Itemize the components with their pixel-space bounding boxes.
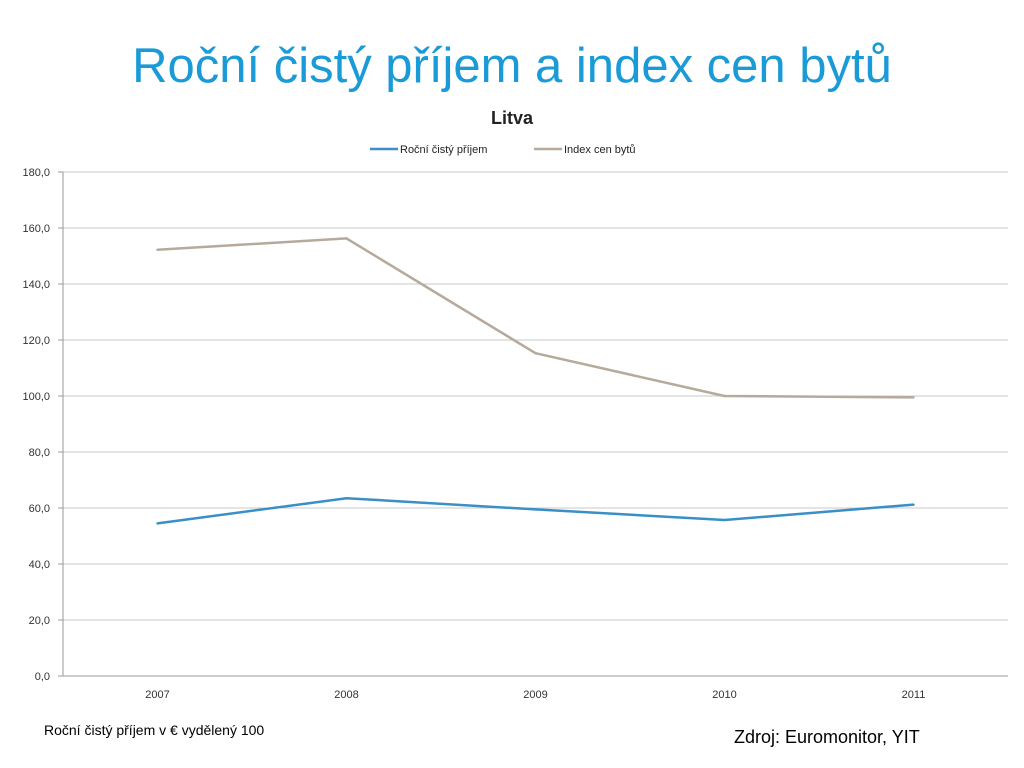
y-tick-label: 140,0 <box>22 279 50 291</box>
footnote: Roční čistý příjem v € vydělený 100 <box>44 722 265 738</box>
series-line-1 <box>157 496 914 525</box>
data-point-s2-2007 <box>156 248 159 252</box>
data-point-s2-2011 <box>912 396 915 399</box>
data-point-s1-2010 <box>723 518 726 522</box>
x-tick-label: 2011 <box>902 689 926 701</box>
x-tick-label: 2010 <box>712 689 736 701</box>
legend-label-2: Index cen bytů <box>564 144 636 156</box>
y-tick-label: 180,0 <box>22 167 50 179</box>
y-tick-label: 160,0 <box>22 223 50 235</box>
y-tick-label: 0,0 <box>35 671 50 683</box>
y-tick-label: 100,0 <box>22 391 50 403</box>
data-point-s2-2010 <box>723 394 726 398</box>
y-tick-label: 60,0 <box>29 503 50 515</box>
y-tick-label: 40,0 <box>29 559 50 571</box>
series-line-2 <box>157 237 914 399</box>
x-tick-label: 2009 <box>523 689 547 701</box>
x-tick-label: 2008 <box>334 689 358 701</box>
data-point-s2-2008 <box>345 237 348 240</box>
y-tick-label: 20,0 <box>29 615 50 627</box>
data-point-s1-2008 <box>345 497 348 500</box>
line-chart: Litva Roční čistý příjem Index cen bytů 0,0… <box>22 108 1008 701</box>
data-point-s2-2009 <box>534 351 537 355</box>
legend-label-1: Roční čistý příjem <box>400 144 487 156</box>
data-point-s1-2009 <box>534 508 537 511</box>
data-point-s1-2007 <box>156 522 159 525</box>
y-tick-label: 80,0 <box>29 447 50 459</box>
slide-title: Roční čistý příjem a index cen bytů <box>132 39 892 93</box>
data-point-s1-2011 <box>912 503 915 506</box>
source-note: Zdroj: Euromonitor, YIT <box>734 727 920 747</box>
y-tick-label: 120,0 <box>22 335 50 347</box>
x-tick-label: 2007 <box>145 689 169 701</box>
chart-title: Litva <box>491 108 534 128</box>
